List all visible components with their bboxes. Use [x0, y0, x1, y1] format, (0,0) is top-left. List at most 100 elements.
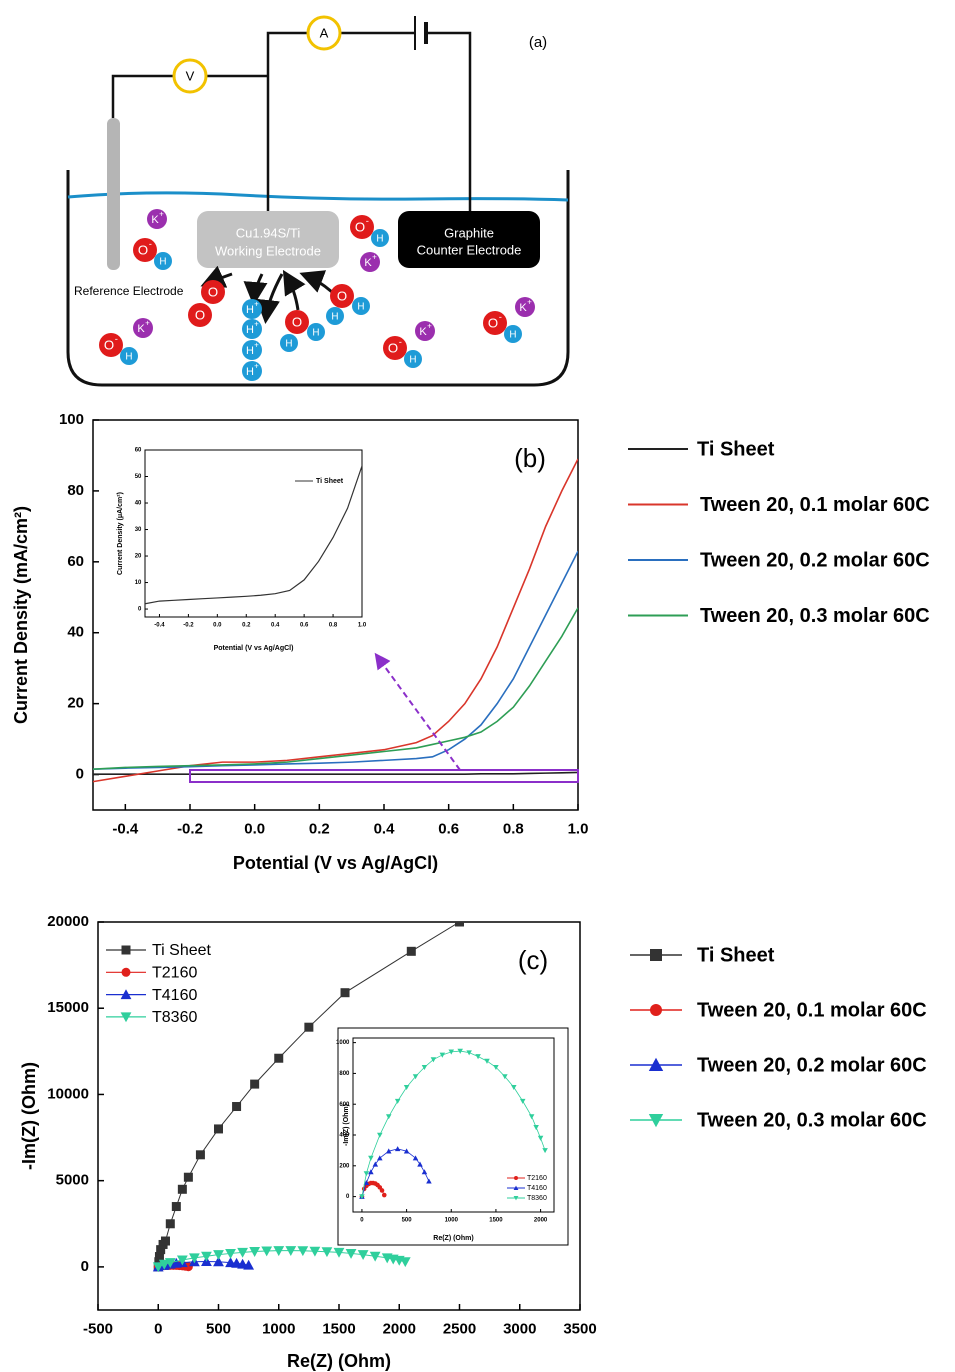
x-tick-label: 0.8 [329, 622, 338, 628]
marker [121, 945, 131, 955]
marker [403, 1148, 410, 1154]
marker [160, 1236, 170, 1246]
y-axis-label: Current Density (mA/cm²) [11, 506, 31, 724]
ion-charge: - [366, 216, 369, 227]
ion [201, 280, 225, 304]
x-axis-label: Re(Z) (Ohm) [433, 1235, 473, 1242]
ion-charge: + [145, 319, 150, 328]
arrow [256, 273, 284, 324]
ion-label: H [159, 257, 166, 268]
y-tick-label: 40 [135, 501, 142, 507]
marker [250, 1079, 260, 1089]
marker [519, 1098, 526, 1104]
marker [369, 1251, 381, 1262]
plot-frame [352, 1037, 555, 1213]
ion [330, 284, 354, 308]
y-tick-label: 20 [67, 695, 84, 712]
y-tick-label: 50 [135, 474, 142, 480]
ion-label: O [388, 340, 398, 355]
marker [165, 1219, 175, 1229]
ion-label: O [355, 219, 365, 234]
inset-frame [337, 1027, 569, 1246]
plot-area [152, 922, 464, 1273]
x-tick-label: -0.2 [183, 622, 194, 628]
marker [457, 1048, 463, 1054]
marker [379, 1188, 385, 1193]
ion [188, 303, 212, 327]
x-tick-label: 3500 [563, 1320, 596, 1337]
y-tick-label: 20 [135, 554, 142, 560]
panel-label: (c) [518, 945, 548, 975]
legend-label: Ti Sheet [697, 438, 775, 460]
ion-label: H [125, 352, 132, 363]
ion-charge: + [427, 322, 432, 331]
marker [394, 1098, 401, 1104]
electrode-label: Reference Electrode [74, 284, 184, 298]
marker [372, 1161, 379, 1167]
y-tick-label: 10 [135, 580, 142, 586]
ion [350, 215, 374, 239]
series-line [93, 771, 578, 775]
ion [133, 238, 157, 262]
beaker [66, 170, 570, 387]
marker [368, 1155, 374, 1161]
counter-electrode [398, 211, 540, 268]
marker [154, 1252, 164, 1262]
marker [421, 1169, 428, 1175]
marker [385, 1114, 392, 1120]
marker [232, 1102, 242, 1112]
ion [242, 340, 262, 360]
x-tick-label: 3000 [503, 1320, 536, 1337]
legend-label: Tween 20, 0.1 molar 60C [697, 999, 927, 1021]
marker [120, 1012, 132, 1023]
x-axis-label: Re(Z) (Ohm) [287, 1351, 391, 1371]
ion-label: K [419, 326, 427, 338]
ion-label: K [364, 257, 372, 269]
series-line [361, 1050, 546, 1197]
marker [537, 1135, 544, 1141]
electrolyte-surface [67, 191, 569, 202]
ion-label: O [292, 314, 302, 329]
cell-diagram: V A (a) Cu1.94S/Ti Working Electrode Gra… [66, 15, 570, 387]
plot-frame [92, 419, 579, 811]
wires [111, 31, 472, 212]
y-tick-label: 0 [81, 1258, 89, 1275]
x-tick-label: 2000 [534, 1217, 548, 1223]
ion [415, 321, 435, 341]
x-tick-label: 1.0 [568, 820, 589, 837]
marker [511, 1084, 517, 1091]
x-tick-label: 1.0 [358, 622, 367, 628]
marker [475, 1054, 481, 1060]
marker [273, 1246, 285, 1257]
y-axis-label: Current Density (μA/cm²) [117, 492, 124, 575]
plot-area [93, 458, 578, 783]
y-tick-label: 100 [59, 411, 84, 428]
y-tick-label: 800 [339, 1071, 350, 1077]
marker [381, 1192, 387, 1198]
marker [274, 1053, 284, 1063]
x-tick-label: 0.6 [438, 820, 459, 837]
x-tick-label: 0.4 [271, 622, 280, 628]
legend-label: T8360 [527, 1195, 547, 1202]
marker [484, 1058, 490, 1064]
y-tick-label: 15000 [47, 999, 89, 1016]
ion [242, 299, 262, 319]
legend-label: Tween 20, 0.2 molar 60C [700, 549, 930, 571]
ion-charge: - [149, 239, 152, 250]
electrode-label: Working Electrode [215, 243, 321, 258]
ion-charge: + [254, 341, 259, 350]
marker [345, 1248, 357, 1259]
marker [176, 1255, 188, 1266]
marker [177, 1184, 187, 1194]
ammeter [306, 15, 342, 51]
ion-charge: + [254, 320, 259, 329]
marker [183, 1172, 193, 1182]
marker [448, 1049, 455, 1055]
marker [394, 1146, 401, 1152]
marker [417, 1161, 423, 1167]
marker [363, 1171, 370, 1177]
y-axis-label: -Im(Z) (Ohm) [19, 1062, 39, 1170]
